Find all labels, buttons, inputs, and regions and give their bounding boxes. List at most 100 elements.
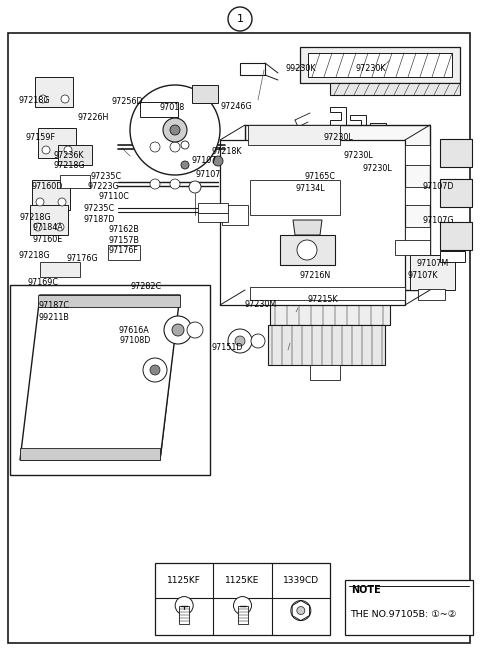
Text: 97256D: 97256D [111, 97, 143, 106]
Polygon shape [108, 245, 140, 260]
Polygon shape [418, 289, 445, 300]
Polygon shape [32, 180, 70, 210]
Text: 97236K: 97236K [54, 151, 84, 160]
Polygon shape [440, 179, 472, 207]
Text: 97110C: 97110C [98, 192, 129, 201]
Polygon shape [140, 102, 178, 117]
Polygon shape [405, 145, 430, 165]
Text: 97107G: 97107G [422, 216, 454, 225]
Text: 97187D: 97187D [83, 215, 115, 224]
Polygon shape [20, 295, 180, 460]
Polygon shape [240, 63, 265, 75]
Circle shape [251, 334, 265, 348]
Text: 97107: 97107 [196, 170, 221, 179]
Bar [10, 285, 210, 475]
Circle shape [163, 118, 187, 142]
Circle shape [181, 161, 189, 169]
Polygon shape [250, 287, 405, 300]
Polygon shape [35, 77, 73, 107]
Text: 97176G: 97176G [66, 253, 98, 263]
Circle shape [213, 156, 223, 166]
Text: 1: 1 [237, 14, 243, 24]
Text: 97176F: 97176F [108, 246, 138, 255]
Text: 97235C: 97235C [90, 172, 121, 181]
Circle shape [130, 85, 220, 175]
Polygon shape [293, 220, 322, 235]
Text: 97616A: 97616A [118, 326, 149, 335]
Text: 97159F: 97159F [26, 133, 56, 142]
Text: 99211B: 99211B [38, 312, 69, 322]
Circle shape [170, 125, 180, 135]
Text: 97246G: 97246G [221, 102, 252, 111]
Text: 97184A: 97184A [33, 223, 63, 233]
Text: 97230K: 97230K [355, 64, 386, 73]
Circle shape [58, 198, 66, 206]
Polygon shape [440, 251, 465, 262]
Text: THE NO.97105B: ①~②: THE NO.97105B: ①~② [350, 610, 456, 618]
Bar [155, 563, 330, 635]
Polygon shape [245, 125, 430, 290]
Circle shape [297, 240, 317, 260]
Text: 97230M: 97230M [245, 300, 277, 309]
Polygon shape [198, 203, 228, 213]
Text: 97151D: 97151D [211, 343, 243, 352]
Text: 97187C: 97187C [38, 301, 70, 310]
Text: 97160E: 97160E [33, 234, 63, 244]
Text: 97223G: 97223G [88, 182, 120, 191]
Circle shape [64, 146, 72, 154]
Text: 97218G: 97218G [18, 96, 50, 105]
Polygon shape [395, 240, 430, 255]
Polygon shape [60, 175, 90, 188]
Circle shape [150, 142, 160, 152]
Text: 97230L: 97230L [324, 133, 354, 142]
Text: 97218G: 97218G [54, 161, 85, 170]
Text: 97134L: 97134L [295, 184, 325, 193]
Polygon shape [370, 123, 386, 141]
Polygon shape [58, 145, 92, 165]
Polygon shape [38, 128, 76, 158]
Polygon shape [440, 139, 472, 167]
Circle shape [228, 7, 252, 31]
Text: NOTE: NOTE [351, 585, 381, 595]
Text: 97108D: 97108D [120, 336, 151, 345]
Polygon shape [222, 205, 248, 225]
Circle shape [36, 198, 44, 206]
Circle shape [187, 322, 203, 338]
Circle shape [164, 316, 192, 344]
Polygon shape [268, 325, 385, 365]
Text: 97162B: 97162B [108, 225, 139, 234]
Circle shape [170, 179, 180, 189]
Text: 97218K: 97218K [211, 147, 242, 157]
Text: 97018: 97018 [160, 103, 185, 112]
Polygon shape [330, 83, 460, 95]
Circle shape [34, 223, 42, 231]
Text: 97157B: 97157B [108, 236, 140, 245]
Text: 1339CD: 1339CD [283, 576, 319, 585]
Circle shape [172, 324, 184, 336]
Text: 97230L: 97230L [343, 151, 373, 160]
Text: 99230K: 99230K [286, 64, 316, 73]
Text: 97169C: 97169C [28, 278, 59, 288]
Circle shape [56, 223, 64, 231]
Text: 97107: 97107 [191, 156, 216, 165]
Circle shape [42, 146, 50, 154]
Text: 97282C: 97282C [131, 282, 162, 291]
Circle shape [175, 597, 193, 614]
Circle shape [61, 95, 69, 103]
Circle shape [39, 95, 47, 103]
Polygon shape [310, 365, 340, 380]
Polygon shape [300, 47, 460, 83]
Text: 97218G: 97218G [18, 251, 50, 260]
Circle shape [150, 179, 160, 189]
Polygon shape [220, 140, 405, 305]
Circle shape [181, 141, 189, 149]
Polygon shape [250, 180, 340, 215]
Circle shape [150, 365, 160, 375]
Polygon shape [198, 213, 228, 222]
Text: 97218G: 97218G [19, 213, 51, 222]
Polygon shape [280, 235, 335, 265]
Polygon shape [405, 187, 430, 205]
Text: 97107K: 97107K [408, 271, 439, 280]
Polygon shape [20, 448, 160, 460]
Text: 97235C: 97235C [83, 204, 114, 213]
